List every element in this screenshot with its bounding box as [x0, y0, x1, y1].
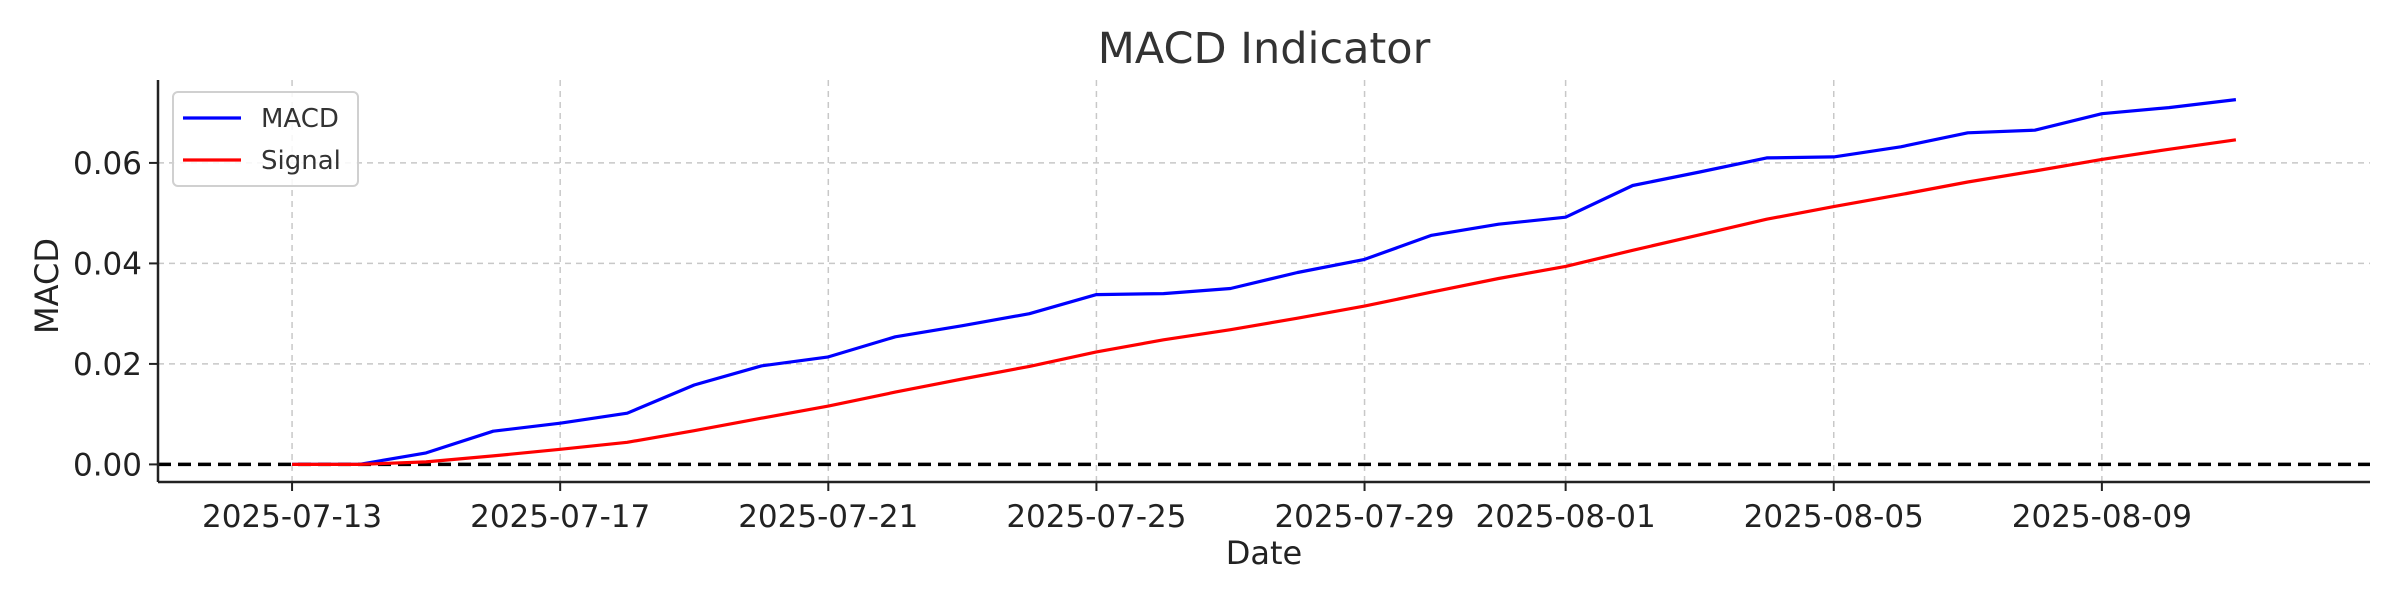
legend-label-macd: MACD — [261, 104, 339, 134]
series-line-signal — [292, 138, 2237, 466]
ticks: 2025-07-13 2025-07-17 2025-07-21 2025-07-25… — [73, 146, 2192, 535]
grid — [158, 80, 2370, 482]
x-tick-label: 2025-08-05 — [1744, 499, 1924, 535]
y-tick-label: 0.00 — [73, 447, 142, 483]
series-lines — [158, 98, 2370, 467]
y-tick-label: 0.02 — [73, 347, 142, 383]
x-tick-label: 2025-07-29 — [1274, 499, 1454, 535]
axes — [156, 80, 2370, 484]
y-axis-label: MACD — [28, 238, 66, 334]
x-tick-label: 2025-08-01 — [1476, 499, 1656, 535]
x-tick-label: 2025-07-25 — [1006, 499, 1186, 535]
x-tick-label: 2025-07-13 — [202, 499, 382, 535]
legend-box — [172, 91, 359, 187]
legend: MACD Signal — [172, 91, 359, 187]
y-tick-label: 0.06 — [73, 146, 142, 182]
x-tick-label: 2025-07-17 — [470, 499, 650, 535]
legend-label-signal: Signal — [261, 146, 341, 176]
x-tick-label: 2025-07-21 — [738, 499, 918, 535]
chart-title: MACD Indicator — [1098, 24, 1431, 74]
series-line-macd — [292, 98, 2237, 466]
y-tick-label: 0.04 — [73, 246, 142, 282]
x-axis-label: Date — [1226, 534, 1302, 572]
x-tick-label: 2025-08-09 — [2012, 499, 2192, 535]
